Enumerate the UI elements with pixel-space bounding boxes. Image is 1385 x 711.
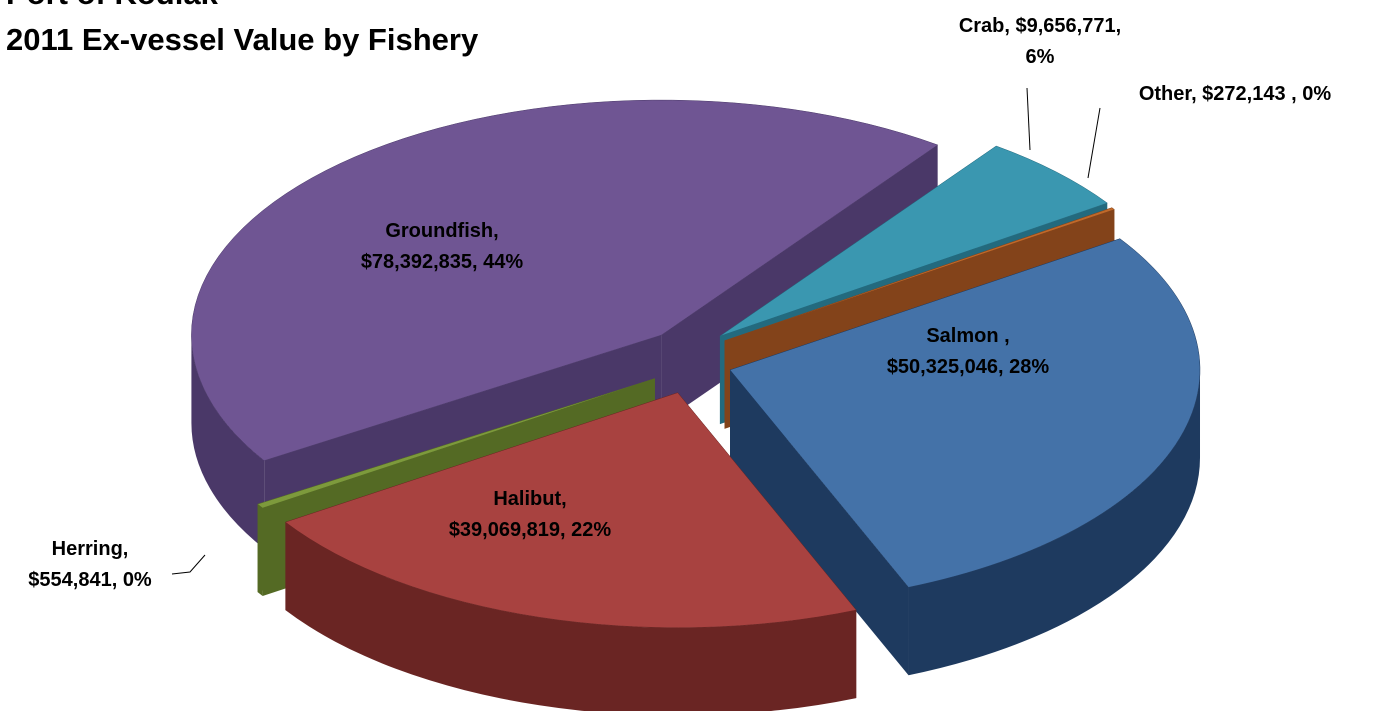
slice	[729, 238, 1201, 588]
data-label: $554,841, 0%	[28, 569, 152, 591]
chart-title: Port of Kodiak	[6, 0, 219, 11]
slice-side	[191, 335, 265, 549]
data-label: $78,392,835, 44%	[361, 251, 524, 273]
slice-side	[908, 369, 1201, 676]
chart-subtitle: 2011 Ex-vessel Value by Fishery	[6, 22, 479, 57]
data-label: Other, $272,143 , 0%	[1139, 83, 1332, 105]
slice	[724, 207, 1115, 342]
data-label: Halibut,	[493, 488, 566, 510]
slice	[257, 378, 655, 509]
slice-side	[285, 522, 857, 711]
data-label: 6%	[1026, 46, 1055, 68]
slice	[719, 145, 1108, 337]
data-label: Crab, $9,656,771,	[959, 15, 1121, 37]
data-label: Herring,	[52, 538, 129, 560]
leader-line	[1026, 87, 1031, 151]
pie	[191, 99, 1201, 711]
data-label: $50,325,046, 28%	[887, 356, 1050, 378]
labels: Crab, $9,656,771, 6% Other, $272,143 , 0% S…	[28, 15, 1331, 591]
slice	[284, 392, 857, 628]
data-label: Salmon ,	[926, 325, 1009, 347]
data-label: $39,069,819, 22%	[449, 519, 612, 541]
data-label: Groundfish,	[385, 220, 498, 242]
leader-line	[1087, 107, 1101, 179]
slice	[191, 99, 939, 461]
slice-wall	[730, 369, 909, 676]
leader-line	[171, 554, 206, 575]
slice-side	[257, 504, 263, 597]
